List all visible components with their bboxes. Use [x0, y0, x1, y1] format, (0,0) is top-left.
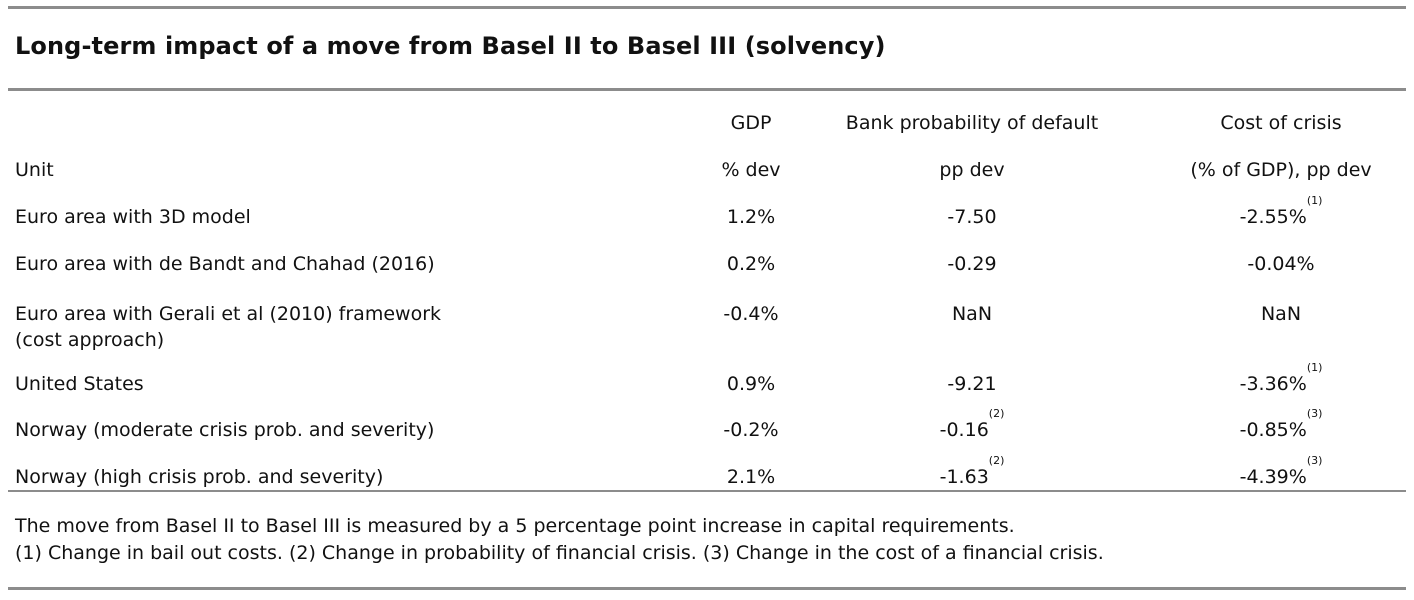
note-line: The move from Basel II to Basel III is m… [15, 515, 1015, 537]
row-pd-value: -1.63(2) [939, 454, 1005, 488]
row-label: Norway (high crisis prob. and severity) [15, 466, 384, 488]
row-pd-value: -0.29 [947, 253, 997, 275]
unit-cost: (% of GDP), pp dev [1190, 159, 1372, 181]
table-bottom-rule [8, 490, 1406, 492]
row-cost-value: NaN [1260, 303, 1302, 325]
footnote-marker: (3) [1306, 454, 1323, 467]
footnote-marker: (3) [1306, 407, 1323, 420]
header-bank-probability-of-default: Bank probability of default [845, 112, 1099, 134]
row-cost-value: -4.39%(3) [1239, 454, 1323, 488]
row-label: Norway (moderate crisis prob. and severi… [15, 419, 435, 441]
row-gdp-value: 2.1% [726, 466, 776, 488]
row-pd-value: NaN [951, 303, 993, 325]
row-gdp-value: 1.2% [726, 206, 776, 228]
header-cost-of-crisis: Cost of crisis [1220, 112, 1342, 134]
row-gdp-value: -0.2% [723, 419, 779, 441]
row-label-continuation: (cost approach) [15, 329, 165, 351]
footnote-marker: (1) [1306, 194, 1323, 207]
row-gdp-value: 0.2% [726, 253, 776, 275]
row-pd-value: -0.16(2) [939, 407, 1005, 441]
row-cost-value: -2.55%(1) [1239, 194, 1323, 228]
table-title: Long-term impact of a move from Basel II… [15, 32, 886, 60]
row-gdp-value: 0.9% [726, 373, 776, 395]
row-pd-value: -9.21 [947, 373, 997, 395]
unit-gdp: % dev [721, 159, 781, 181]
footnote-marker: (2) [988, 454, 1005, 467]
header-gdp: GDP [730, 112, 772, 134]
row-gdp-value: -0.4% [723, 303, 779, 325]
bottom-rule [8, 587, 1406, 590]
table-figure: Long-term impact of a move from Basel II… [8, 0, 1406, 600]
table-notes: The move from Basel II to Basel III is m… [15, 513, 1104, 567]
unit-row-label: Unit [15, 159, 54, 181]
note-line: (1) Change in bail out costs. (2) Change… [15, 542, 1104, 564]
row-label: Euro area with Gerali et al (2010) frame… [15, 303, 442, 325]
footnote-marker: (2) [988, 407, 1005, 420]
row-label: United States [15, 373, 144, 395]
row-pd-value: -7.50 [947, 206, 997, 228]
row-label: Euro area with de Bandt and Chahad (2016… [15, 253, 435, 275]
row-cost-value: -0.85%(3) [1239, 407, 1323, 441]
row-label: Euro area with 3D model [15, 206, 251, 228]
row-cost-value: -3.36%(1) [1239, 361, 1323, 395]
top-rule [8, 6, 1406, 9]
footnote-marker: (1) [1306, 361, 1323, 374]
title-rule [8, 88, 1406, 91]
row-cost-value: -0.04% [1247, 253, 1315, 275]
unit-pd: pp dev [939, 159, 1005, 181]
